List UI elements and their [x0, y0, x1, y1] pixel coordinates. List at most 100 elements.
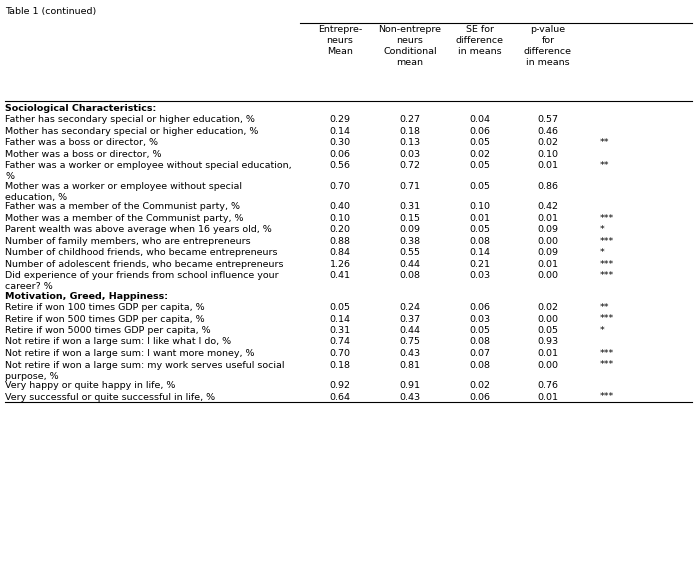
Text: 0.21: 0.21: [470, 259, 491, 269]
Text: Father was a worker or employee without special education,
%: Father was a worker or employee without …: [5, 161, 292, 181]
Text: 0.10: 0.10: [538, 150, 559, 159]
Text: ***: ***: [600, 271, 615, 280]
Text: 0.14: 0.14: [330, 315, 351, 324]
Text: 0.71: 0.71: [400, 182, 421, 191]
Text: Father was a member of the Communist party, %: Father was a member of the Communist par…: [5, 202, 240, 211]
Text: **: **: [600, 303, 610, 312]
Text: 0.01: 0.01: [538, 161, 559, 170]
Text: 0.20: 0.20: [330, 225, 351, 234]
Text: 0.05: 0.05: [538, 326, 559, 335]
Text: 0.31: 0.31: [400, 202, 421, 211]
Text: 0.08: 0.08: [400, 271, 421, 280]
Text: 0.93: 0.93: [538, 337, 559, 347]
Text: 0.09: 0.09: [538, 225, 559, 234]
Text: p-value
for
difference
in means: p-value for difference in means: [524, 25, 572, 67]
Text: 0.76: 0.76: [538, 381, 559, 390]
Text: Did experience of your friends from school influence your
career? %: Did experience of your friends from scho…: [5, 271, 279, 291]
Text: 0.00: 0.00: [538, 315, 559, 324]
Text: Father was a boss or director, %: Father was a boss or director, %: [5, 138, 158, 147]
Text: 0.42: 0.42: [538, 202, 559, 211]
Text: Mother has secondary special or higher education, %: Mother has secondary special or higher e…: [5, 126, 258, 135]
Text: 0.00: 0.00: [538, 271, 559, 280]
Text: 0.37: 0.37: [400, 315, 421, 324]
Text: 0.05: 0.05: [470, 138, 491, 147]
Text: 0.02: 0.02: [470, 381, 491, 390]
Text: 0.86: 0.86: [538, 182, 559, 191]
Text: 0.01: 0.01: [538, 213, 559, 222]
Text: Retire if won 5000 times GDP per capita, %: Retire if won 5000 times GDP per capita,…: [5, 326, 211, 335]
Text: 0.56: 0.56: [330, 161, 351, 170]
Text: Not retire if won a large sum: I like what I do, %: Not retire if won a large sum: I like wh…: [5, 337, 231, 347]
Text: 0.88: 0.88: [330, 237, 351, 245]
Text: 0.70: 0.70: [330, 349, 351, 358]
Text: Very happy or quite happy in life, %: Very happy or quite happy in life, %: [5, 381, 176, 390]
Text: 0.05: 0.05: [470, 182, 491, 191]
Text: 0.81: 0.81: [400, 361, 421, 369]
Text: 0.10: 0.10: [470, 202, 491, 211]
Text: 0.05: 0.05: [470, 225, 491, 234]
Text: 0.92: 0.92: [330, 381, 351, 390]
Text: 0.03: 0.03: [470, 315, 491, 324]
Text: 0.14: 0.14: [330, 126, 351, 135]
Text: 0.57: 0.57: [538, 115, 559, 124]
Text: 0.44: 0.44: [400, 326, 421, 335]
Text: 0.07: 0.07: [470, 349, 491, 358]
Text: Parent wealth was above average when 16 years old, %: Parent wealth was above average when 16 …: [5, 225, 272, 234]
Text: 0.03: 0.03: [400, 150, 421, 159]
Text: ***: ***: [600, 349, 615, 358]
Text: 0.18: 0.18: [400, 126, 421, 135]
Text: 0.84: 0.84: [330, 248, 351, 257]
Text: 0.46: 0.46: [538, 126, 559, 135]
Text: 0.06: 0.06: [330, 150, 351, 159]
Text: Mother was a boss or director, %: Mother was a boss or director, %: [5, 150, 162, 159]
Text: 0.14: 0.14: [470, 248, 491, 257]
Text: 0.15: 0.15: [400, 213, 421, 222]
Text: Retire if won 500 times GDP per capita, %: Retire if won 500 times GDP per capita, …: [5, 315, 204, 324]
Text: 0.74: 0.74: [330, 337, 351, 347]
Text: Number of adolescent friends, who became entrepreneurs: Number of adolescent friends, who became…: [5, 259, 284, 269]
Text: ***: ***: [600, 237, 615, 245]
Text: 0.44: 0.44: [400, 259, 421, 269]
Text: 0.01: 0.01: [538, 349, 559, 358]
Text: 0.75: 0.75: [400, 337, 421, 347]
Text: 0.38: 0.38: [400, 237, 421, 245]
Text: *: *: [600, 225, 605, 234]
Text: 0.41: 0.41: [330, 271, 351, 280]
Text: ***: ***: [600, 259, 615, 269]
Text: Mother was a member of the Communist party, %: Mother was a member of the Communist par…: [5, 213, 244, 222]
Text: Retire if won 100 times GDP per capita, %: Retire if won 100 times GDP per capita, …: [5, 303, 204, 312]
Text: 0.00: 0.00: [538, 237, 559, 245]
Text: 0.08: 0.08: [470, 337, 491, 347]
Text: 0.24: 0.24: [400, 303, 421, 312]
Text: 0.70: 0.70: [330, 182, 351, 191]
Text: 0.09: 0.09: [538, 248, 559, 257]
Text: 0.64: 0.64: [330, 393, 351, 402]
Text: SE for
difference
in means: SE for difference in means: [456, 25, 504, 56]
Text: 0.00: 0.00: [538, 361, 559, 369]
Text: 0.29: 0.29: [330, 115, 351, 124]
Text: Non-entrepre
neurs
Conditional
mean: Non-entrepre neurs Conditional mean: [379, 25, 442, 67]
Text: Table 1 (continued): Table 1 (continued): [5, 7, 97, 16]
Text: *: *: [600, 248, 605, 257]
Text: 0.01: 0.01: [538, 259, 559, 269]
Text: 0.06: 0.06: [470, 126, 491, 135]
Text: Entrepre-
neurs
Mean: Entrepre- neurs Mean: [318, 25, 362, 56]
Text: 0.01: 0.01: [470, 213, 491, 222]
Text: Very successful or quite successful in life, %: Very successful or quite successful in l…: [5, 393, 215, 402]
Text: Father has secondary special or higher education, %: Father has secondary special or higher e…: [5, 115, 255, 124]
Text: Mother was a worker or employee without special
education, %: Mother was a worker or employee without …: [5, 182, 242, 201]
Text: 0.18: 0.18: [330, 361, 351, 369]
Text: 0.08: 0.08: [470, 361, 491, 369]
Text: Not retire if won a large sum: I want more money, %: Not retire if won a large sum: I want mo…: [5, 349, 255, 358]
Text: 0.55: 0.55: [400, 248, 421, 257]
Text: 0.09: 0.09: [400, 225, 421, 234]
Text: ***: ***: [600, 393, 615, 402]
Text: 0.10: 0.10: [330, 213, 351, 222]
Text: Not retire if won a large sum: my work serves useful social
purpose, %: Not retire if won a large sum: my work s…: [5, 361, 284, 381]
Text: 0.72: 0.72: [400, 161, 421, 170]
Text: 0.13: 0.13: [400, 138, 421, 147]
Text: 0.01: 0.01: [538, 393, 559, 402]
Text: Number of childhood friends, who became entrepreneurs: Number of childhood friends, who became …: [5, 248, 277, 257]
Text: 0.03: 0.03: [470, 271, 491, 280]
Text: **: **: [600, 138, 610, 147]
